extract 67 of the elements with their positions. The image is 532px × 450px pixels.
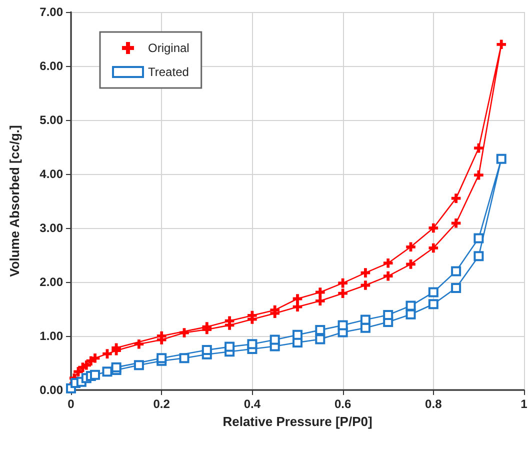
point: [474, 233, 484, 244]
point: [428, 243, 438, 253]
point: [360, 280, 370, 290]
point: [202, 345, 212, 356]
point: [383, 271, 393, 281]
point: [112, 343, 121, 353]
x-tick-label: 0.2: [153, 397, 170, 411]
point: [383, 258, 393, 268]
point: [292, 330, 302, 340]
point: [383, 310, 394, 320]
point: [90, 370, 100, 380]
y-tick-label: 0.00: [40, 383, 64, 397]
point: [292, 294, 302, 304]
point: [406, 300, 416, 311]
x-tick-label: 0.4: [244, 397, 261, 411]
point: [496, 40, 506, 50]
point: [428, 299, 438, 310]
point: [315, 325, 326, 336]
y-tick-label: 4.00: [40, 167, 64, 181]
point: [360, 314, 370, 325]
point: [451, 282, 462, 293]
point: [360, 268, 370, 278]
point: [156, 353, 167, 364]
x-tick-label: 0.6: [334, 397, 352, 411]
legend-label: Treated: [148, 65, 189, 79]
point: [316, 288, 325, 297]
y-tick-label: 3.00: [40, 221, 64, 235]
point: [338, 320, 348, 330]
point: [134, 339, 144, 349]
point: [202, 322, 212, 332]
point: [134, 360, 144, 370]
point: [180, 328, 189, 338]
point: [496, 154, 506, 164]
x-tick-label: 0: [68, 397, 75, 411]
y-tick-label: 5.00: [40, 113, 64, 127]
y-axis-title: Volume Absorbed [cc/g.]: [7, 125, 22, 277]
point: [316, 296, 325, 306]
point: [406, 242, 416, 252]
point: [338, 288, 348, 298]
legend-label: Original: [148, 41, 190, 55]
point: [406, 260, 416, 269]
point: [451, 266, 462, 276]
point: [451, 194, 461, 203]
y-tick-label: 2.00: [40, 275, 64, 289]
y-tick-label: 1.00: [40, 329, 64, 343]
point: [315, 334, 326, 344]
x-tick-label: 0.8: [425, 397, 442, 411]
point: [270, 334, 280, 345]
point: [338, 278, 348, 288]
point: [247, 339, 258, 350]
point: [224, 342, 235, 352]
point: [292, 302, 302, 312]
point: [179, 353, 190, 364]
point: [474, 251, 484, 262]
point: [474, 170, 484, 180]
point: [111, 362, 122, 372]
point: [474, 143, 484, 153]
point: [102, 349, 112, 358]
y-tick-label: 7.00: [40, 5, 64, 19]
y-tick-label: 6.00: [40, 59, 64, 73]
point: [451, 218, 461, 228]
point: [270, 305, 280, 315]
point: [428, 287, 438, 298]
x-tick-label: 1: [520, 397, 528, 411]
point: [102, 366, 112, 377]
x-axis-title: Relative Pressure [P/P0]: [222, 414, 372, 429]
point: [428, 223, 438, 233]
